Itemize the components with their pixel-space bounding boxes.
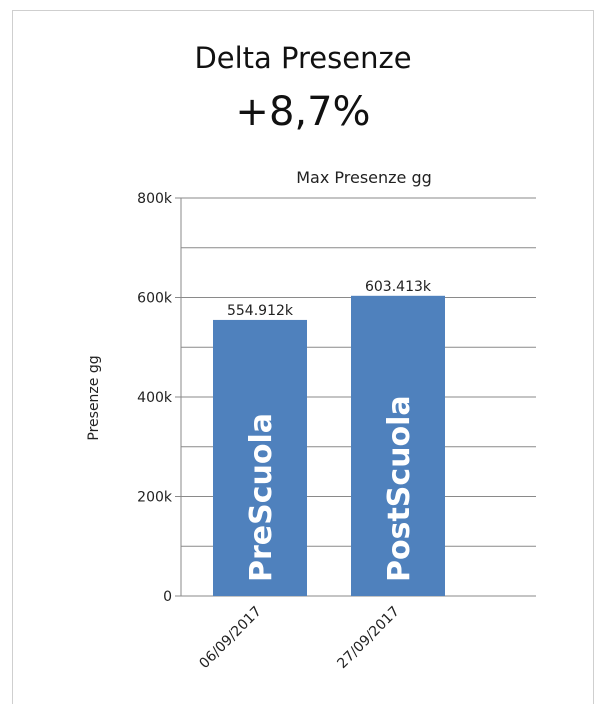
y-tick-label: 400k (137, 390, 173, 406)
bar-inner-label: PostScuola (382, 395, 417, 582)
panel-title: Delta Presenze (194, 41, 412, 75)
x-tick-label: 27/09/2017 (334, 604, 402, 672)
bar-inner-label: PreScuola (244, 413, 279, 582)
chart-title: Max Presenze gg (296, 168, 432, 187)
data-label: 554.912k (227, 303, 294, 319)
y-tick-label: 200k (137, 490, 173, 506)
bar (351, 295, 445, 596)
x-tick-label: 06/09/2017 (196, 604, 264, 672)
bar (213, 319, 307, 596)
y-tick-label: 800k (137, 191, 173, 207)
chart-card: Delta Presenze +8,7% (12, 10, 594, 704)
data-label: 603.413k (365, 279, 432, 295)
y-tick-label: 0 (163, 589, 172, 605)
delta-value: +8,7% (235, 89, 371, 135)
y-axis-label: Presenze gg (86, 355, 102, 440)
y-tick-label: 600k (137, 291, 173, 307)
